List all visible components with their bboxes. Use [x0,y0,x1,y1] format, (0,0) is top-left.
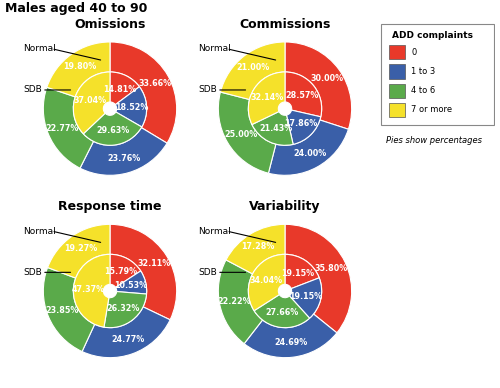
Wedge shape [80,128,167,175]
Text: 4 to 6: 4 to 6 [411,86,436,95]
Text: 34.04%: 34.04% [250,276,282,285]
Wedge shape [116,271,146,294]
Text: SDB: SDB [198,85,217,94]
Bar [389,64,406,79]
Wedge shape [220,42,285,99]
Text: 22.22%: 22.22% [218,298,252,307]
Text: 30.00%: 30.00% [310,74,344,83]
Text: 18.52%: 18.52% [115,103,148,112]
Text: 17.28%: 17.28% [242,242,275,251]
Text: SDB: SDB [198,268,217,277]
Text: Pies show percentages: Pies show percentages [386,136,482,145]
Wedge shape [84,112,142,146]
Text: 17.86%: 17.86% [284,120,317,128]
Wedge shape [218,92,276,173]
FancyBboxPatch shape [381,24,494,125]
Wedge shape [285,254,319,289]
Text: 21.00%: 21.00% [236,63,270,72]
Wedge shape [285,224,352,333]
Text: 22.77%: 22.77% [46,124,79,133]
Text: Normal: Normal [198,44,231,53]
Text: 23.76%: 23.76% [108,154,141,163]
Wedge shape [48,224,110,278]
Text: Normal: Normal [24,227,56,236]
Text: Normal: Normal [24,44,56,53]
Wedge shape [248,254,285,311]
Wedge shape [104,291,146,328]
Wedge shape [110,224,176,320]
Wedge shape [218,260,262,344]
Text: SDB: SDB [24,268,42,277]
Wedge shape [110,254,140,288]
Text: 0: 0 [411,48,416,57]
Text: 26.32%: 26.32% [106,303,140,313]
Wedge shape [74,254,110,327]
Wedge shape [44,87,94,168]
Text: 24.77%: 24.77% [111,335,144,344]
Text: SDB: SDB [24,85,42,94]
Wedge shape [44,267,94,352]
Wedge shape [285,42,352,129]
Wedge shape [116,87,146,127]
Bar [389,84,406,98]
Text: 47.37%: 47.37% [72,285,105,294]
Text: 27.66%: 27.66% [266,308,298,317]
Text: ADD complaints: ADD complaints [392,31,472,40]
Text: 19.15%: 19.15% [290,291,322,301]
Title: Omissions: Omissions [74,18,146,31]
Text: 25.00%: 25.00% [224,130,257,139]
Wedge shape [82,307,170,358]
Wedge shape [268,120,348,175]
Bar [389,45,406,59]
Text: 35.80%: 35.80% [315,264,348,273]
Text: 14.81%: 14.81% [103,85,136,94]
Wedge shape [248,72,285,125]
Text: 19.80%: 19.80% [64,62,96,71]
Wedge shape [244,314,337,358]
Wedge shape [285,72,322,117]
Text: 28.57%: 28.57% [286,91,318,100]
Wedge shape [226,224,285,274]
Wedge shape [290,278,322,318]
Wedge shape [47,42,110,97]
Wedge shape [110,72,140,105]
Text: 15.79%: 15.79% [104,267,137,276]
Title: Response time: Response time [58,200,162,213]
Text: 37.04%: 37.04% [74,95,106,104]
Wedge shape [286,110,320,144]
Text: 7 or more: 7 or more [411,106,452,114]
Title: Commissions: Commissions [240,18,330,31]
Text: 32.14%: 32.14% [250,93,284,102]
Bar [389,103,406,117]
Text: 29.63%: 29.63% [96,126,129,135]
Text: 19.27%: 19.27% [64,244,97,253]
Wedge shape [254,294,310,328]
Wedge shape [252,111,293,146]
Title: Variability: Variability [249,200,321,213]
Text: 32.11%: 32.11% [137,259,170,268]
Text: 10.53%: 10.53% [114,281,148,290]
Text: 23.85%: 23.85% [46,306,79,315]
Text: 1 to 3: 1 to 3 [411,67,436,76]
Text: Males aged 40 to 90: Males aged 40 to 90 [5,2,148,15]
Text: 19.15%: 19.15% [280,268,314,278]
Wedge shape [110,42,176,143]
Text: 24.69%: 24.69% [274,338,308,347]
Text: 24.00%: 24.00% [294,149,326,158]
Text: 33.66%: 33.66% [138,79,172,88]
Text: Normal: Normal [198,227,231,236]
Wedge shape [74,72,110,134]
Text: 21.43%: 21.43% [259,124,292,133]
